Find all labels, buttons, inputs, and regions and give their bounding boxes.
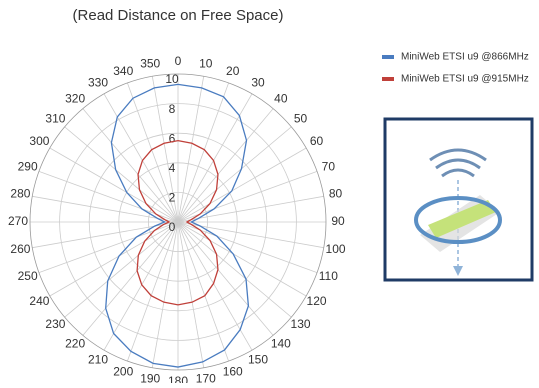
r-tick-label: 0 [169,220,176,234]
angle-tick-label: 60 [310,134,324,148]
legend-label: MiniWeb ETSI u9 @915MHz [401,74,529,85]
grid-spoke [82,221,179,336]
grid-spoke [103,221,179,351]
grid-spoke [177,221,307,297]
angle-tick-label: 230 [45,317,65,331]
angle-tick-label: 190 [140,372,160,383]
r-tick-label: 6 [169,131,176,145]
grid-spoke [177,195,324,223]
grid-spoke [151,76,179,223]
angle-tick-label: 80 [329,186,343,200]
grid-ring [147,191,208,252]
angle-tick-label: 350 [140,57,160,71]
angle-tick-label: 160 [223,365,243,379]
angle-tick-label: 100 [326,242,346,256]
angle-tick-label: 0 [175,54,182,68]
angle-tick-label: 280 [10,186,30,200]
grid-spoke [103,93,179,223]
series-line [105,83,250,368]
series-line [136,139,219,306]
chart-subtitle: (Read Distance on Free Space) [73,7,284,24]
grid-spoke [177,221,253,351]
grid-spoke [177,126,292,223]
r-tick-label: 8 [169,102,176,116]
legend-swatch [382,77,394,81]
grid-spoke [177,82,229,223]
angle-tick-label: 140 [271,337,291,351]
grid-ring [59,103,297,341]
angle-tick-label: 120 [307,294,327,308]
grid-spoke [64,221,179,318]
angle-tick-label: 170 [196,372,216,383]
angle-tick-label: 20 [226,64,240,78]
grid-ring [29,73,327,371]
angle-tick-label: 40 [274,92,288,106]
grid-spoke [49,147,179,223]
angle-tick-label: 300 [29,134,49,148]
r-tick-label: 2 [169,191,176,205]
angle-tick-label: 250 [18,269,38,283]
angle-tick-label: 340 [113,64,133,78]
angle-tick-label: 260 [10,242,30,256]
grid-spoke [177,221,292,318]
angle-tick-label: 130 [291,317,311,331]
grid-spoke [127,82,179,223]
grid-spoke [64,126,179,223]
r-tick-label: 10 [165,72,179,86]
r-tick-label: 4 [169,161,176,175]
angle-tick-label: 320 [65,92,85,106]
angle-tick-label: 220 [65,337,85,351]
grid-spoke [82,108,179,223]
angle-tick-label: 110 [319,269,338,283]
grid-spoke [177,221,274,336]
grid-spoke [127,221,179,362]
angle-tick-label: 330 [88,76,108,90]
angle-tick-label: 270 [8,214,28,228]
grid-ring [118,162,238,282]
angle-tick-label: 150 [248,353,268,367]
angle-tick-label: 240 [29,294,49,308]
grid-spoke [32,195,179,223]
angle-tick-label: 70 [322,159,336,173]
grid-spoke [177,221,205,368]
angle-tick-label: 180 [168,374,188,383]
grid-ring [88,132,268,312]
legend-swatch [382,55,394,59]
grid-spoke [177,76,205,223]
grid-spoke [151,221,179,368]
illustration [383,117,534,282]
legend-label: MiniWeb ETSI u9 @866MHz [401,52,529,63]
angle-tick-label: 10 [199,57,213,71]
grid-spoke [177,221,229,362]
grid-spoke [177,147,307,223]
angle-tick-label: 90 [331,214,345,228]
angle-tick-label: 200 [113,365,133,379]
angle-tick-label: 50 [294,111,308,125]
grid-spoke [177,221,324,249]
angle-tick-label: 210 [88,353,108,367]
angle-tick-label: 310 [45,111,65,125]
grid-spoke [177,108,274,223]
angle-tick-label: 30 [251,76,265,90]
grid-spoke [49,221,179,297]
angle-tick-label: 290 [18,159,38,173]
